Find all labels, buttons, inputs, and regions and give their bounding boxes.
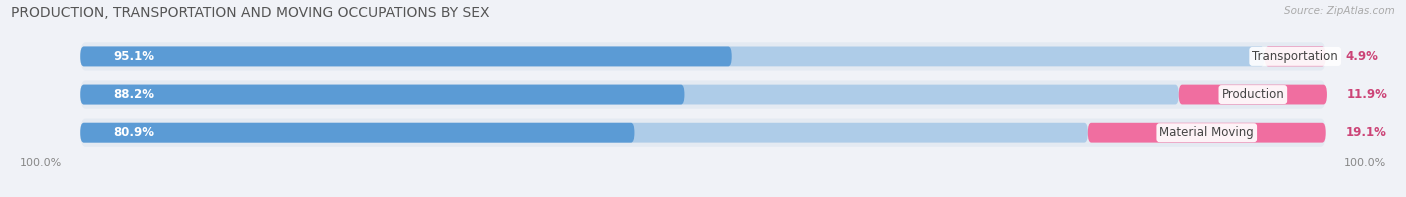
FancyBboxPatch shape (80, 42, 1326, 71)
Text: PRODUCTION, TRANSPORTATION AND MOVING OCCUPATIONS BY SEX: PRODUCTION, TRANSPORTATION AND MOVING OC… (11, 6, 489, 20)
FancyBboxPatch shape (80, 80, 1326, 109)
Text: 11.9%: 11.9% (1347, 88, 1388, 101)
FancyBboxPatch shape (80, 46, 731, 66)
FancyBboxPatch shape (80, 46, 1264, 66)
Text: Transportation: Transportation (1253, 50, 1339, 63)
FancyBboxPatch shape (1178, 85, 1327, 104)
Text: 4.9%: 4.9% (1346, 50, 1378, 63)
Text: Production: Production (1222, 88, 1284, 101)
FancyBboxPatch shape (80, 119, 1326, 147)
FancyBboxPatch shape (80, 123, 1088, 143)
Text: 88.2%: 88.2% (114, 88, 155, 101)
FancyBboxPatch shape (80, 85, 685, 104)
FancyBboxPatch shape (80, 85, 1178, 104)
Text: 19.1%: 19.1% (1346, 126, 1386, 139)
Text: 95.1%: 95.1% (114, 50, 155, 63)
Text: Material Moving: Material Moving (1160, 126, 1254, 139)
FancyBboxPatch shape (80, 123, 634, 143)
Text: 80.9%: 80.9% (114, 126, 155, 139)
FancyBboxPatch shape (1264, 46, 1326, 66)
FancyBboxPatch shape (1088, 123, 1326, 143)
Text: Source: ZipAtlas.com: Source: ZipAtlas.com (1284, 6, 1395, 16)
